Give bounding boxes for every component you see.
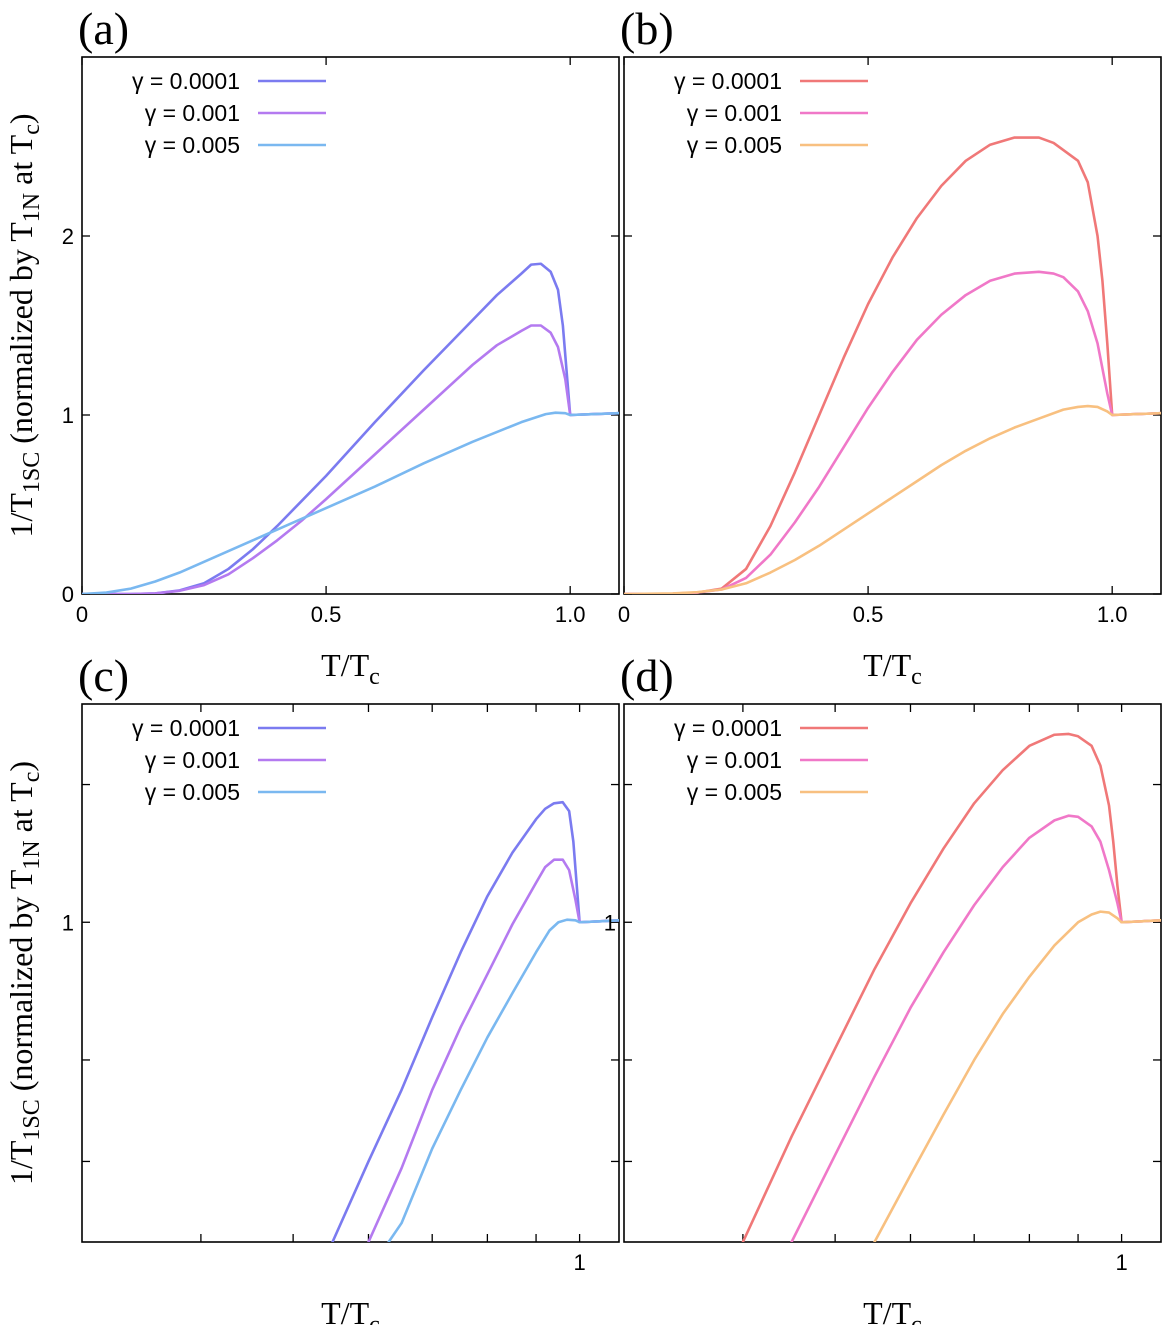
legend-label-2: γ = 0.001 [145,747,240,773]
legend-label-2: γ = 0.001 [687,100,782,126]
x-tick-label: 0.5 [853,602,884,627]
panel-label: (d) [620,650,674,701]
plot-frame [623,703,1162,1243]
legend-label-1: γ = 0.0001 [132,68,240,94]
x-tick-label: 0.5 [311,602,342,627]
legend-label-1: γ = 0.0001 [132,715,240,741]
series-line-1 [331,800,619,1242]
panel-c: 1 1 γ = 0.0001 γ = 0.001 γ = 0.005 (c) T/Tc 1/T… [3,650,620,1325]
panel-label: (c) [78,650,129,701]
x-axis-title: T/Tc [863,647,922,690]
series-line-3 [387,918,619,1242]
legend-label-3: γ = 0.005 [145,779,240,805]
legend-label-1: γ = 0.0001 [674,68,782,94]
x-tick-label: 0 [618,602,630,627]
x-tick-label: 1 [1115,1250,1127,1275]
y-tick-label: 1 [604,910,616,935]
y-tick-label: 1 [62,910,74,935]
x-tick-label: 1.0 [555,602,586,627]
series-line-3 [873,910,1161,1242]
series-line-1 [624,136,1161,594]
series-line-2 [624,270,1161,594]
x-axis-title: T/Tc [863,1295,922,1325]
series-line-3 [624,404,1161,594]
series-line-3 [82,411,619,594]
series-line-2 [367,858,619,1242]
legend-label-1: γ = 0.0001 [674,715,782,741]
y-tick-label: 0 [62,582,74,607]
plot-frame [81,56,620,595]
panel-a: 0 0.5 1.0 0 1 2 γ = 0.0001 γ = 0.001 γ = 0.005 (a… [3,3,620,690]
series-line-1 [82,262,619,594]
x-axis-title: T/Tc [321,647,380,690]
y-axis-title: 1/T1SC (normalized by T1N at Tc) [3,113,45,537]
panel-d: 1 1 γ = 0.0001 γ = 0.001 γ = 0.005 (d) T/Tc [604,650,1162,1325]
y-axis-title: 1/T1SC (normalized by T1N at Tc) [3,761,45,1185]
plot-frame [81,703,620,1243]
panel-b: 0 0.5 1.0 γ = 0.0001 γ = 0.001 γ = 0.005 (b) T/… [618,3,1162,690]
y-tick-label: 2 [62,224,74,249]
series-line-2 [82,324,619,594]
legend-label-3: γ = 0.005 [687,779,782,805]
legend-label-3: γ = 0.005 [687,132,782,158]
plot-frame [623,56,1162,595]
legend-label-2: γ = 0.001 [145,100,240,126]
x-tick-label: 0 [76,602,88,627]
series-line-1 [741,732,1161,1242]
panel-label: (b) [620,3,674,54]
legend-label-2: γ = 0.001 [687,747,782,773]
x-tick-label: 1.0 [1097,602,1128,627]
x-tick-label: 1 [573,1250,585,1275]
panel-label: (a) [78,3,129,54]
series-line-2 [790,814,1161,1242]
y-tick-label: 1 [62,403,74,428]
x-axis-title: T/Tc [321,1295,380,1325]
legend-label-3: γ = 0.005 [145,132,240,158]
